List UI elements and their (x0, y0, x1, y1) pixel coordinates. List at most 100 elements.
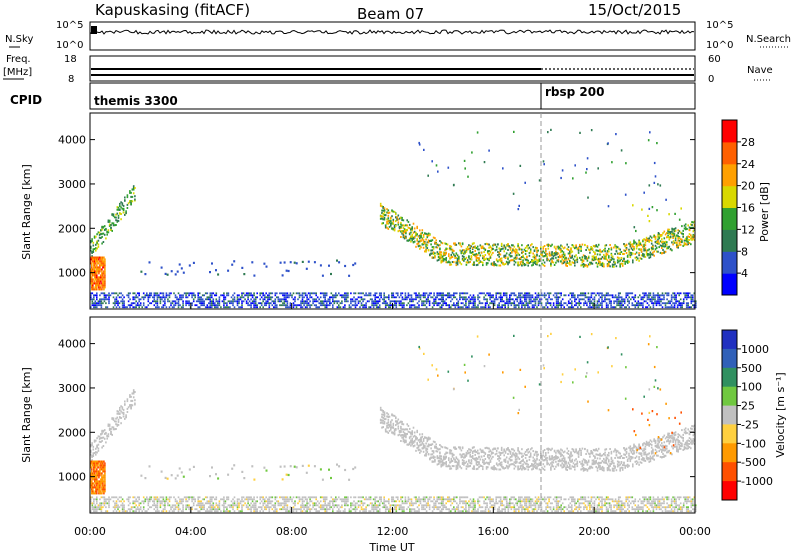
power-cell (108, 294, 110, 297)
power-cell (537, 304, 540, 307)
power-cell (369, 294, 372, 297)
velocity-cell (121, 502, 124, 505)
power-cell (329, 302, 331, 305)
power-cell (543, 251, 546, 254)
power-cell (604, 244, 606, 247)
power-cell (638, 254, 640, 257)
power-cell (198, 300, 201, 303)
power-cell (620, 251, 623, 253)
power-cell (521, 251, 523, 254)
power-cell (101, 282, 103, 285)
power-cell (582, 259, 585, 262)
power-cell (528, 252, 531, 254)
velocity-cell (230, 500, 233, 503)
power-cell (578, 294, 581, 297)
power-cell (638, 259, 640, 262)
power-cell (596, 253, 599, 256)
power-cell (401, 292, 404, 295)
colorbar-swatch (722, 207, 737, 230)
power-cell (164, 296, 166, 299)
power-cell (97, 300, 100, 303)
velocity-cell (357, 506, 360, 509)
power-cell (383, 292, 385, 295)
velocity-cell (238, 502, 240, 505)
velocity-cell (133, 500, 136, 503)
velocity-cell (437, 496, 440, 499)
power-cell (263, 298, 266, 301)
power-cell (200, 296, 202, 299)
power-cell (416, 294, 419, 297)
power-cell (664, 243, 667, 246)
velocity-cell (232, 504, 234, 507)
power-cell (650, 247, 653, 250)
velocity-cell (114, 504, 116, 507)
velocity-cell (270, 500, 272, 503)
velocity-cell (285, 508, 287, 511)
power-cell (508, 261, 511, 264)
velocity-cell (460, 506, 463, 509)
power-cell (126, 196, 129, 199)
power-cell (670, 296, 673, 299)
power-cell (369, 292, 372, 295)
power-cell (384, 226, 387, 229)
velocity-cell (93, 508, 95, 511)
power-cell (524, 296, 526, 299)
power-cell (614, 245, 616, 248)
power-cell (357, 302, 360, 305)
velocity-cell (150, 506, 153, 509)
velocity-cell (223, 510, 225, 513)
power-cell (407, 302, 410, 305)
power-cell (248, 304, 251, 307)
power-cell (493, 261, 495, 264)
power-cell (431, 302, 434, 305)
power-cell (381, 209, 383, 212)
power-cell (546, 259, 548, 262)
velocity-cell (418, 508, 420, 511)
power-cell (468, 255, 470, 258)
power-cell (639, 294, 641, 297)
velocity-cell (96, 506, 98, 509)
power-cell (132, 296, 134, 299)
power-cell (241, 266, 244, 269)
power-cell (632, 245, 634, 248)
power-cell (99, 288, 101, 291)
power-cell (554, 292, 556, 295)
power-cell (161, 292, 163, 295)
velocity-cell (322, 508, 325, 511)
power-cell (594, 258, 596, 261)
power-cell (381, 222, 383, 225)
power-cell (426, 233, 429, 236)
power-cell (413, 240, 416, 243)
power-cell (400, 302, 402, 305)
power-cell (436, 292, 438, 295)
power-cell (152, 296, 154, 299)
power-cell (677, 235, 679, 238)
velocity-cell (315, 510, 317, 513)
power-cell (534, 298, 537, 301)
power-cell (499, 300, 502, 303)
power-cell (489, 302, 491, 305)
velocity-cell (171, 506, 174, 509)
power-cell (153, 304, 156, 307)
power-cell (607, 205, 610, 208)
power-cell (615, 133, 617, 136)
power-cell (421, 304, 423, 307)
power-cell (590, 294, 593, 297)
power-cell (503, 255, 505, 258)
velocity-cell (345, 504, 348, 507)
power-cell (639, 241, 642, 244)
power-cell (142, 292, 145, 295)
power-cell (194, 294, 196, 297)
power-cell (447, 296, 449, 299)
power-cell (402, 219, 405, 222)
power-cell (440, 261, 442, 264)
power-cell (404, 296, 407, 299)
power-cell (437, 298, 440, 301)
power-cell (447, 294, 449, 297)
power-cell (332, 294, 334, 297)
power-cell (574, 261, 576, 264)
power-cell (537, 259, 539, 262)
power-cell (495, 245, 498, 248)
velocity-cell (451, 498, 454, 501)
power-cell (479, 254, 482, 257)
